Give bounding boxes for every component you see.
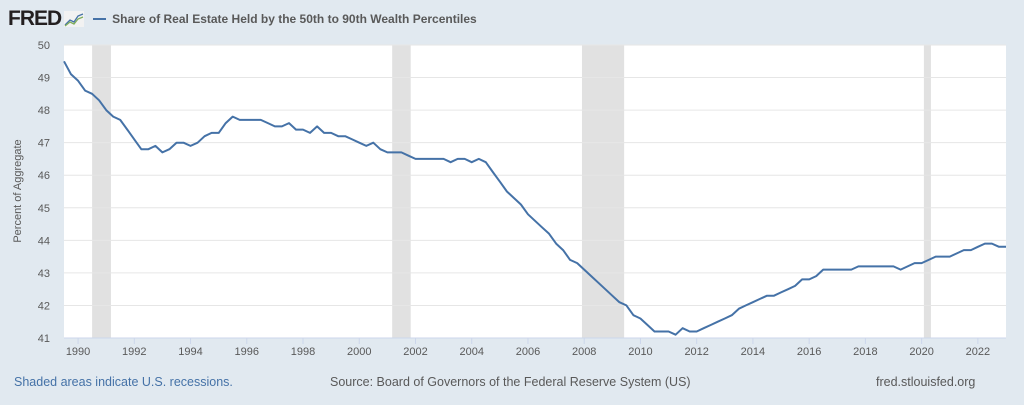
x-tick-label: 1998 bbox=[291, 346, 315, 358]
y-tick-label: 42 bbox=[38, 300, 50, 312]
plot-area bbox=[64, 45, 1006, 338]
x-tick-label: 1994 bbox=[178, 346, 202, 358]
fred-url[interactable]: fred.stlouisfed.org bbox=[876, 375, 976, 389]
y-tick-label: 49 bbox=[38, 73, 50, 85]
legend-line-swatch bbox=[93, 18, 107, 20]
x-tick-label: 2014 bbox=[741, 346, 765, 358]
recession-band bbox=[581, 45, 625, 338]
x-tick-label: 2020 bbox=[909, 346, 933, 358]
y-tick-label: 48 bbox=[38, 105, 50, 117]
x-tick-label: 2004 bbox=[459, 346, 483, 358]
x-tick-label: 2010 bbox=[628, 346, 652, 358]
line-chart-icon bbox=[64, 11, 85, 27]
series-line bbox=[63, 60, 1006, 336]
recession-band bbox=[392, 45, 411, 338]
x-tick-label: 2006 bbox=[516, 346, 540, 358]
y-tick-label: 47 bbox=[38, 138, 50, 150]
recession-band bbox=[923, 45, 931, 338]
x-tick-label: 1990 bbox=[66, 346, 90, 358]
recession-note[interactable]: Shaded areas indicate U.S. recessions. bbox=[14, 375, 233, 389]
source-note: Source: Board of Governors of the Federa… bbox=[330, 375, 691, 389]
series-title: Share of Real Estate Held by the 50th to… bbox=[112, 12, 477, 26]
x-tick-label: 2002 bbox=[403, 346, 427, 358]
x-tick-label: 1996 bbox=[235, 346, 259, 358]
x-tick-label: 2000 bbox=[347, 346, 371, 358]
y-tick-label: 50 bbox=[38, 40, 50, 52]
y-axis-label: Percent of Aggregate bbox=[12, 139, 24, 242]
y-tick-label: 45 bbox=[38, 203, 50, 215]
y-tick-label: 41 bbox=[38, 333, 50, 345]
chart-header: FRED Share of Real Estate Held by the 50… bbox=[8, 6, 477, 32]
x-tick-label: 2022 bbox=[966, 346, 990, 358]
recession-band bbox=[92, 45, 111, 338]
x-tick-label: 2018 bbox=[853, 346, 877, 358]
x-tick-label: 2008 bbox=[572, 346, 596, 358]
y-tick-label: 43 bbox=[38, 268, 50, 280]
y-tick-label: 44 bbox=[38, 235, 50, 247]
line-chart: 41 42 43 44 45 46 47 48 49 50 1990 1992 1994 1996 199… bbox=[12, 40, 1006, 358]
x-tick-label: 1992 bbox=[122, 346, 146, 358]
x-tick-label: 2012 bbox=[684, 346, 708, 358]
fred-logo[interactable]: FRED bbox=[8, 7, 62, 30]
y-tick-label: 46 bbox=[38, 170, 50, 182]
x-tick-label: 2016 bbox=[797, 346, 821, 358]
